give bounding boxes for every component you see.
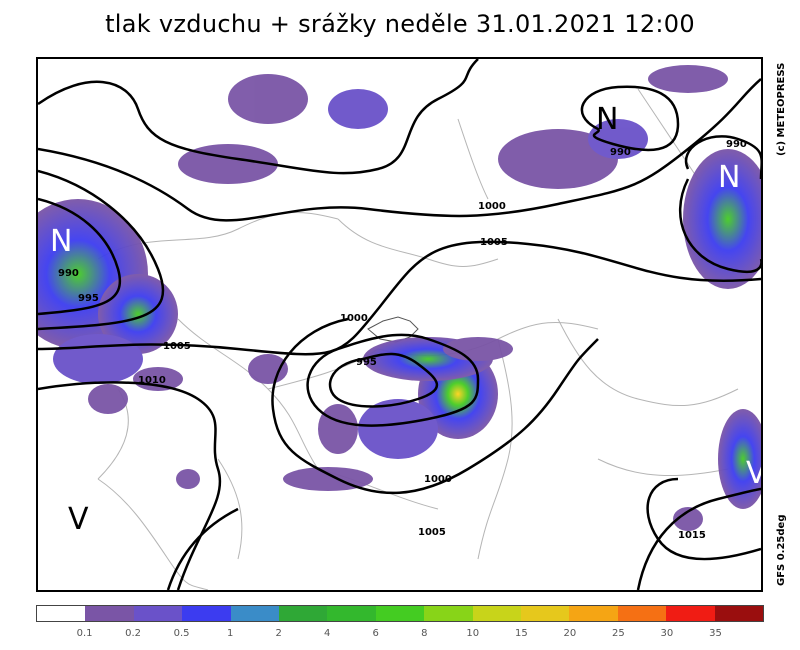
legend-swatch (182, 606, 231, 621)
legend-swatch (230, 606, 280, 621)
legend-tick-label: 0.2 (125, 628, 142, 639)
pressure-centers: N N N N V V (50, 102, 761, 537)
isobar-labels: 990 990 990 995 1000 1005 1005 1010 1000… (58, 139, 747, 541)
legend-tick-label: 2 (275, 628, 282, 639)
isobars (38, 59, 761, 590)
legend-swatch (85, 606, 134, 621)
legend-swatch (375, 606, 425, 621)
map-title: tlak vzduchu + srážky neděle 31.01.2021 … (105, 10, 695, 38)
legend-tick-label: 8 (421, 628, 428, 639)
legend-tick-label: 4 (324, 628, 331, 639)
legend-swatch (569, 606, 618, 621)
precipitation-areas (38, 65, 761, 531)
low-pressure-label: N (360, 370, 382, 405)
isobar-label: 1005 (163, 341, 191, 352)
precipitation-legend (36, 605, 764, 622)
legend-tick-label: 6 (372, 628, 379, 639)
isobar-label: 1000 (478, 201, 506, 212)
isobar-label: 1005 (480, 237, 508, 248)
low-pressure-label: N (718, 160, 740, 195)
legend-swatch (617, 606, 667, 621)
weather-map: 990 990 990 995 1000 1005 1005 1010 1000… (36, 57, 763, 592)
legend-swatch (327, 606, 376, 621)
copyright-label: (c) METEOPRESS (776, 62, 787, 156)
high-pressure-label: V (746, 456, 761, 491)
isobar-label: 990 (58, 268, 79, 279)
legend-tick-label: 30 (660, 628, 674, 639)
country-borders (97, 88, 739, 590)
legend-swatch (472, 606, 522, 621)
isobar-label: 1000 (340, 313, 368, 324)
legend-ticks: 0.1 0.2 0.5 1 2 4 6 8 10 15 20 25 30 35 (36, 628, 764, 642)
isobar-label: 1000 (424, 474, 452, 485)
low-pressure-label: N (596, 102, 618, 137)
legend-tick-label: 15 (514, 628, 528, 639)
isobar-label: 995 (356, 357, 377, 368)
low-pressure-label: N (50, 224, 72, 259)
isobar-label: 1005 (418, 527, 446, 538)
weather-map-canvas: 990 990 990 995 1000 1005 1005 1010 1000… (38, 59, 761, 590)
legend-tick-label: 0.5 (173, 628, 190, 639)
isobar-label: 1015 (678, 530, 706, 541)
legend-tick-label: 20 (563, 628, 577, 639)
isobar-label: 995 (78, 293, 99, 304)
legend-tick-label: 1 (226, 628, 234, 639)
legend-swatch (714, 606, 764, 621)
legend-swatch (37, 606, 86, 621)
legend-swatch (521, 606, 570, 621)
legend-swatch (133, 606, 183, 621)
legend-swatch (279, 606, 328, 621)
isobar-label: 990 (610, 147, 631, 158)
legend-tick-label: 35 (709, 628, 722, 639)
legend-swatch (424, 606, 473, 621)
legend-tick-label: 0.1 (76, 628, 93, 639)
isobar-label: 1010 (138, 375, 166, 386)
model-label: GFS 0.25deg (776, 514, 787, 587)
legend-tick-label: 10 (466, 628, 480, 639)
high-pressure-label: V (68, 502, 89, 537)
legend-swatch (666, 606, 715, 621)
legend-tick-label: 25 (612, 628, 625, 639)
isobar-label: 990 (726, 139, 747, 150)
